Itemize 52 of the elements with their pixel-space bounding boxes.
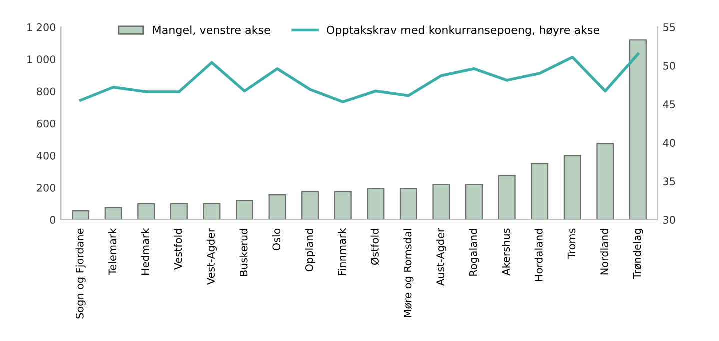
x-tick-label: Vest-Agder <box>206 228 217 285</box>
x-tick-label: Trøndelag <box>633 229 644 280</box>
x-tick-label: Rogaland <box>469 229 480 276</box>
x-tick-label: Oppland <box>305 229 316 272</box>
y2-tick-label: 45 <box>663 100 676 108</box>
bar <box>367 188 385 220</box>
x-tick-label: Hedmark <box>141 228 150 275</box>
x-tick-label: Akershus <box>502 228 510 276</box>
y-tick-label: 1 200 <box>28 24 56 32</box>
bar <box>564 155 582 220</box>
y2-tick-label: 55 <box>664 24 676 32</box>
y-tick-label: 400 <box>36 152 56 160</box>
x-tick-label: Hordaland <box>534 229 543 282</box>
bar <box>629 40 647 220</box>
x-tick-label: Buskerud <box>240 229 248 276</box>
x-tick-label: Østfold <box>370 229 380 266</box>
bar <box>170 203 188 220</box>
y-tick-label: 0 <box>50 216 56 224</box>
y2-tick-label: 40 <box>663 139 676 147</box>
line-series <box>79 52 640 104</box>
bar <box>596 143 614 220</box>
legend-label: Opptakskrav med konkurransepoeng, høyre akse <box>327 26 600 36</box>
y-tick-label: 600 <box>37 120 56 128</box>
bar <box>466 184 484 220</box>
legend-label: Mangel, venstre akse <box>153 26 270 36</box>
bar <box>531 163 549 220</box>
bar <box>138 203 156 220</box>
x-tick-label: Troms <box>568 228 576 260</box>
y2-tick-label: 50 <box>664 62 676 70</box>
x-tick-label: Sogn og Fjordane <box>76 228 86 319</box>
y2-tick-label: 35 <box>664 178 676 186</box>
bar <box>432 184 450 220</box>
bar <box>104 207 122 220</box>
bar <box>334 191 352 220</box>
y2-tick-label: 30 <box>664 216 676 224</box>
y-tick-label: 1 000 <box>28 56 56 64</box>
y-tick-label: 800 <box>37 88 56 96</box>
bar <box>203 203 221 220</box>
x-tick-label: Vestfold <box>174 229 182 270</box>
x-tick-label: Finnmark <box>338 228 346 276</box>
bar <box>400 188 418 220</box>
bar <box>236 200 254 220</box>
x-tick-label: Telemark <box>108 228 117 276</box>
bar <box>268 194 286 220</box>
bar <box>498 175 516 220</box>
x-tick-label: Møre og Romsdal <box>404 229 414 318</box>
x-tick-label: Nordland <box>600 229 608 275</box>
x-tick-label: Aust-Agder <box>436 228 447 286</box>
bar <box>302 191 320 220</box>
bar <box>72 210 90 220</box>
y-tick-label: 200 <box>37 184 56 192</box>
x-tick-label: Oslo <box>272 228 281 251</box>
